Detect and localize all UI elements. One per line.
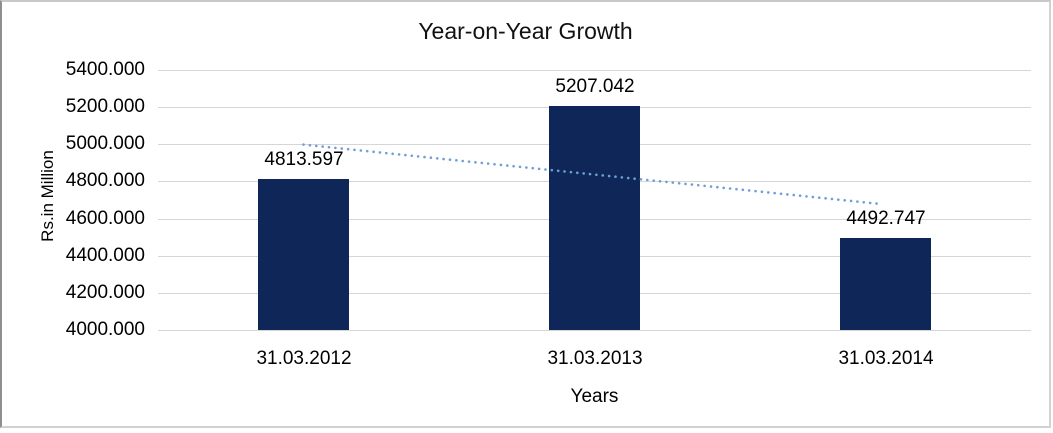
x-category-label: 31.03.2014 <box>838 348 934 369</box>
bar <box>258 179 349 330</box>
bar-data-label: 4813.597 <box>264 149 344 170</box>
y-tick-label: 4400.000 <box>65 245 145 266</box>
y-tick-label: 5000.000 <box>65 133 145 154</box>
x-category-label: 31.03.2013 <box>547 348 643 369</box>
bar <box>840 238 931 330</box>
y-tick-label: 5400.000 <box>65 59 145 80</box>
y-tick-label: 4600.000 <box>65 208 145 229</box>
gridline <box>158 70 1031 71</box>
y-tick-label: 4000.000 <box>65 319 145 340</box>
chart-title: Year-on-Year Growth <box>418 18 633 44</box>
gridline <box>158 330 1031 331</box>
y-tick-label: 4800.000 <box>65 170 145 191</box>
y-tick-label: 4200.000 <box>65 282 145 303</box>
bar-data-label: 4492.747 <box>846 208 926 229</box>
x-axis-title: Years <box>570 386 619 407</box>
bar-data-label: 5207.042 <box>555 76 635 97</box>
bar <box>549 106 640 330</box>
x-category-label: 31.03.2012 <box>256 348 352 369</box>
y-tick-label: 5200.000 <box>65 96 145 117</box>
